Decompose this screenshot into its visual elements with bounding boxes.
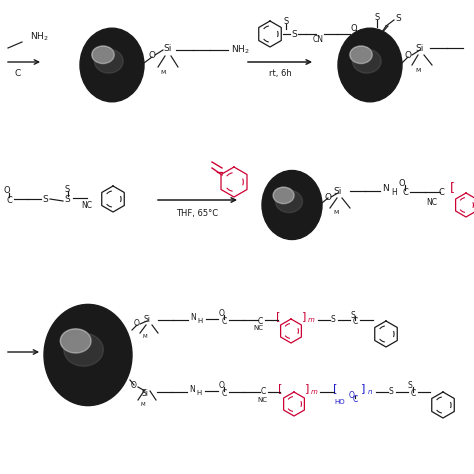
Ellipse shape [92, 46, 114, 64]
Text: ]: ] [305, 383, 309, 393]
Text: S: S [408, 382, 412, 391]
Text: H: H [391, 188, 397, 197]
Text: [: [ [276, 311, 280, 321]
Text: S: S [283, 17, 289, 26]
Ellipse shape [275, 190, 302, 213]
Text: C: C [410, 389, 416, 398]
Text: n: n [368, 389, 372, 395]
Text: C: C [402, 188, 408, 197]
Text: Si: Si [334, 186, 342, 195]
Text: O: O [219, 381, 225, 390]
Text: C: C [352, 317, 357, 326]
Text: C: C [221, 317, 227, 326]
Text: N: N [189, 384, 195, 393]
Text: Si: Si [144, 315, 151, 323]
Text: [: [ [449, 182, 455, 194]
Text: C: C [353, 31, 359, 40]
Text: NC: NC [82, 201, 92, 210]
Ellipse shape [338, 28, 402, 102]
Ellipse shape [94, 49, 123, 73]
Text: S: S [291, 29, 297, 38]
Text: C: C [6, 195, 12, 204]
Text: O: O [349, 391, 355, 400]
Text: S: S [389, 388, 393, 396]
Text: M: M [333, 210, 339, 215]
Text: C: C [352, 395, 357, 404]
Text: S: S [331, 316, 336, 325]
Ellipse shape [350, 46, 372, 64]
Ellipse shape [273, 187, 294, 204]
Text: Si: Si [142, 389, 148, 398]
Text: THF, 65°C: THF, 65°C [176, 209, 218, 218]
Text: O: O [325, 192, 331, 201]
Ellipse shape [44, 304, 132, 406]
Text: O: O [399, 179, 405, 188]
Text: C: C [221, 389, 227, 398]
Text: O: O [134, 319, 140, 328]
Text: S: S [64, 184, 70, 193]
Text: C: C [438, 188, 444, 197]
Text: N: N [190, 312, 196, 321]
Text: O: O [404, 51, 411, 60]
Text: S: S [42, 194, 48, 203]
Text: NC: NC [253, 325, 263, 331]
Text: m: m [308, 317, 314, 323]
Text: O: O [148, 51, 155, 60]
Text: M: M [143, 335, 147, 339]
Text: M: M [141, 401, 146, 407]
Ellipse shape [80, 28, 144, 102]
Text: rt, 6h: rt, 6h [269, 69, 292, 78]
Text: S: S [395, 13, 401, 22]
Text: M: M [415, 67, 421, 73]
Text: S: S [374, 12, 380, 21]
Text: N: N [371, 30, 377, 39]
Text: HO: HO [335, 399, 346, 405]
Text: O: O [219, 310, 225, 319]
Text: m: m [310, 389, 318, 395]
Text: CN: CN [312, 35, 323, 44]
Ellipse shape [60, 329, 91, 353]
Text: C: C [15, 69, 21, 78]
Text: S: S [351, 310, 356, 319]
Text: [: [ [278, 383, 282, 393]
Text: NC: NC [257, 397, 267, 403]
Text: NH$_2$: NH$_2$ [30, 31, 49, 43]
Text: Si: Si [416, 44, 424, 53]
Text: O: O [131, 382, 137, 391]
Text: H: H [196, 390, 201, 396]
Text: N: N [383, 183, 389, 192]
Text: O: O [4, 185, 10, 194]
Text: C: C [260, 388, 265, 396]
Text: NC: NC [427, 198, 438, 207]
Text: ]: ] [361, 383, 365, 393]
Ellipse shape [262, 171, 322, 239]
Text: [: [ [333, 383, 337, 393]
Text: S: S [64, 194, 70, 203]
Text: NH$_2$: NH$_2$ [231, 44, 249, 56]
Text: M: M [160, 70, 166, 74]
Ellipse shape [64, 333, 103, 366]
Text: Si: Si [164, 44, 172, 53]
Text: H: H [197, 318, 202, 324]
Text: O: O [351, 24, 357, 33]
Ellipse shape [352, 49, 381, 73]
Text: ]: ] [302, 311, 306, 321]
Text: C: C [257, 317, 263, 326]
